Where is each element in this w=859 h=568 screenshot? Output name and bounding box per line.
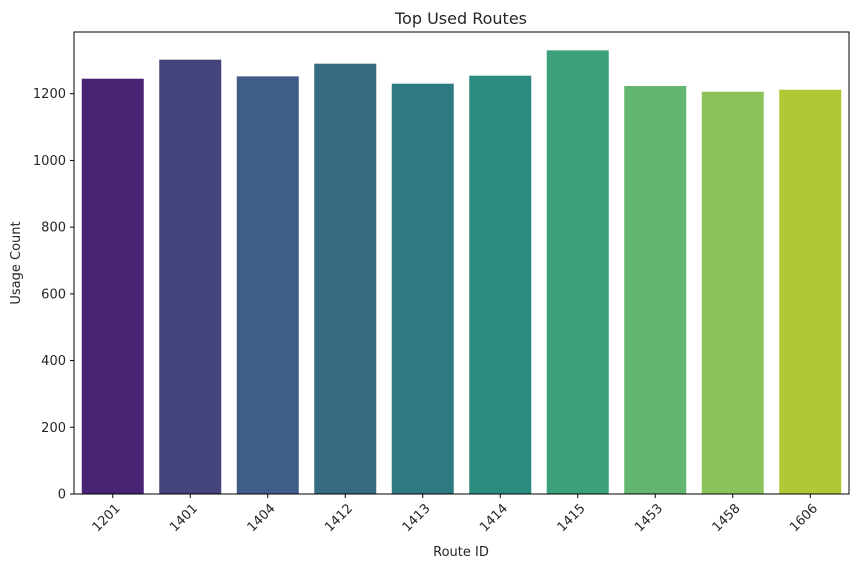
- bar-1414: [469, 75, 532, 495]
- y-axis: 0 200 400 600 800 1000 1200: [33, 87, 74, 503]
- y-tick-label: 400: [41, 354, 66, 369]
- bar-1404: [236, 76, 299, 494]
- y-tick-label: 1000: [33, 154, 66, 169]
- bar-1401: [159, 59, 222, 494]
- plot-area: [73, 31, 850, 495]
- x-tick-label: 1453: [632, 501, 666, 535]
- x-tick-label: 1401: [167, 501, 201, 535]
- y-tick-label: 0: [58, 488, 66, 503]
- x-axis-label: Route ID: [433, 545, 489, 560]
- y-tick-label: 200: [41, 421, 66, 436]
- x-tick-label: 1458: [710, 501, 744, 535]
- bar-1413: [391, 83, 454, 494]
- bar-1415: [546, 50, 609, 495]
- y-tick-label: 600: [41, 287, 66, 302]
- y-tick-label: 1200: [33, 87, 66, 102]
- bar-1453: [624, 86, 687, 494]
- x-tick-label: 1415: [555, 501, 589, 535]
- bar-1458: [701, 91, 764, 494]
- y-axis-label: Usage Count: [9, 221, 24, 304]
- x-axis: 1201 1401 1404 1412 1413 1414 1415 1453 1458 1606: [90, 494, 821, 535]
- y-tick-label: 800: [41, 221, 66, 236]
- x-tick-label: 1414: [477, 501, 511, 535]
- plot-frame: [73, 31, 850, 495]
- bar-1606: [779, 89, 842, 494]
- bar-1412: [314, 63, 377, 495]
- bar-1201: [81, 78, 144, 494]
- x-tick-label: 1606: [787, 501, 821, 535]
- x-tick-label: 1201: [90, 501, 124, 535]
- x-tick-label: 1412: [322, 501, 356, 535]
- x-tick-label: 1404: [245, 501, 279, 535]
- x-tick-label: 1413: [400, 501, 434, 535]
- chart-title: Top Used Routes: [394, 9, 527, 28]
